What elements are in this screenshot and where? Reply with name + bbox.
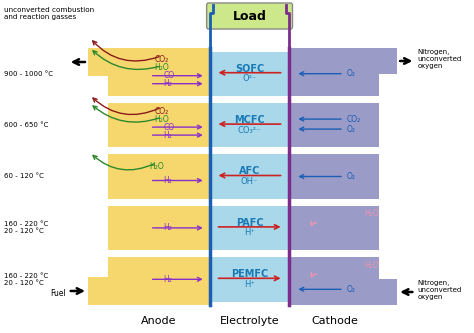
Text: 160 - 220 °C
20 - 120 °C: 160 - 220 °C 20 - 120 °C [4,221,48,234]
Bar [210,257,290,301]
Bar [290,250,379,257]
Text: CO₂: CO₂ [155,107,169,116]
Bar [290,147,379,154]
Bar [210,250,290,257]
Text: Anode: Anode [141,316,176,326]
Text: H₂: H₂ [164,223,173,232]
Bar [290,199,379,206]
Text: H₂: H₂ [164,275,173,284]
Bar [379,199,385,206]
Text: MCFC: MCFC [234,115,265,125]
Text: H₂: H₂ [164,79,173,88]
Bar [108,147,210,154]
Text: CO: CO [164,71,175,80]
Text: 60 - 120 °C: 60 - 120 °C [4,173,44,179]
Bar [210,96,290,103]
Bar [210,147,290,154]
Bar [210,199,290,206]
Text: CO: CO [164,123,175,132]
Bar [88,277,108,305]
Text: Nitrogen,
unconverted
oxygen: Nitrogen, unconverted oxygen [417,49,462,69]
Text: H₂O: H₂O [364,261,379,270]
Text: OH⁻: OH⁻ [241,177,258,186]
Bar [379,48,397,74]
Text: H⁺: H⁺ [244,228,255,237]
Bar [108,48,210,305]
Text: O²⁻: O²⁻ [242,74,257,83]
Text: Nitrogen,
unconverted
oxygen: Nitrogen, unconverted oxygen [417,280,462,300]
Text: CO₂: CO₂ [155,55,169,64]
Text: Load: Load [233,10,266,23]
Bar [210,206,290,250]
Text: H₂O: H₂O [155,63,169,72]
Text: 900 - 1000 °C: 900 - 1000 °C [4,71,53,77]
Bar [210,52,290,96]
Bar [210,154,290,199]
Bar [379,96,385,103]
Bar [379,147,385,154]
Bar [88,48,108,76]
Bar [290,48,379,305]
Text: PAFC: PAFC [236,218,264,228]
Text: H₂: H₂ [164,131,173,140]
Bar [108,250,210,257]
Text: Cathode: Cathode [311,316,358,326]
Text: H₂: H₂ [164,176,173,185]
Bar [379,250,385,257]
Text: Electrolyte: Electrolyte [220,316,279,326]
Bar [379,279,397,305]
Text: O₂: O₂ [347,125,356,134]
Bar [108,96,210,103]
Text: Fuel: Fuel [50,288,66,297]
FancyBboxPatch shape [207,3,292,29]
Text: 160 - 220 °C
20 - 120 °C: 160 - 220 °C 20 - 120 °C [4,273,48,286]
Text: H₂O: H₂O [149,162,164,171]
Text: O₂: O₂ [347,285,356,294]
Text: H⁺: H⁺ [244,280,255,289]
Bar [290,96,379,103]
Text: SOFC: SOFC [235,64,264,74]
Text: O₂: O₂ [347,172,356,181]
Text: unconverted combustion
and reaction gasses: unconverted combustion and reaction gass… [4,7,94,20]
Text: O₂: O₂ [347,69,356,78]
Bar [210,103,290,147]
Text: CO₂: CO₂ [347,115,361,124]
Text: H₂O: H₂O [364,209,379,218]
Text: PEMFC: PEMFC [231,269,268,279]
Text: AFC: AFC [239,166,260,176]
Text: CO₃²⁻: CO₃²⁻ [238,126,261,135]
Bar [108,199,210,206]
Text: 600 - 650 °C: 600 - 650 °C [4,122,48,128]
Text: H₂O: H₂O [155,115,169,124]
